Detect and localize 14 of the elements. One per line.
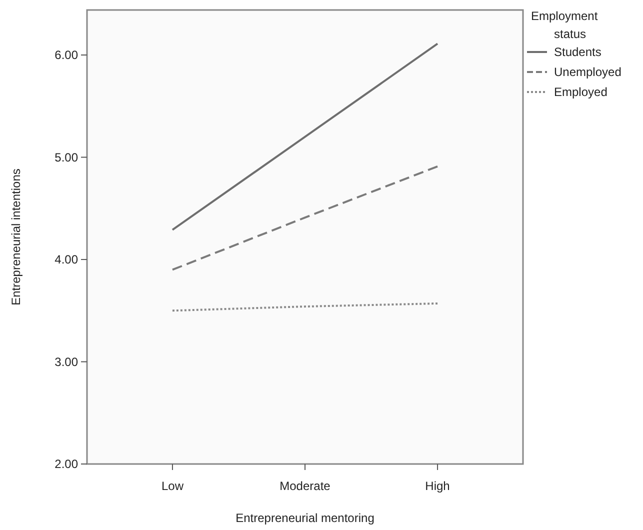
x-tick-label: High <box>425 479 450 493</box>
legend-label: Unemployed <box>554 65 622 79</box>
legend-label: Students <box>554 45 602 59</box>
legend-label: Employed <box>554 85 608 99</box>
y-tick-label: 6.00 <box>54 48 78 62</box>
y-tick-label: 3.00 <box>54 354 78 369</box>
x-axis-title: Entrepreneurial mentoring <box>236 511 374 525</box>
y-tick-label: 4.00 <box>54 252 78 267</box>
y-tick-label: 2.00 <box>54 457 78 472</box>
legend-title: Employment status <box>531 9 598 41</box>
x-tick-label: Low <box>161 479 184 493</box>
y-tick-label: 5.00 <box>54 150 78 164</box>
y-axis-title: Entrepreneurial intentions <box>9 168 23 306</box>
x-tick-label: Moderate <box>280 479 331 493</box>
